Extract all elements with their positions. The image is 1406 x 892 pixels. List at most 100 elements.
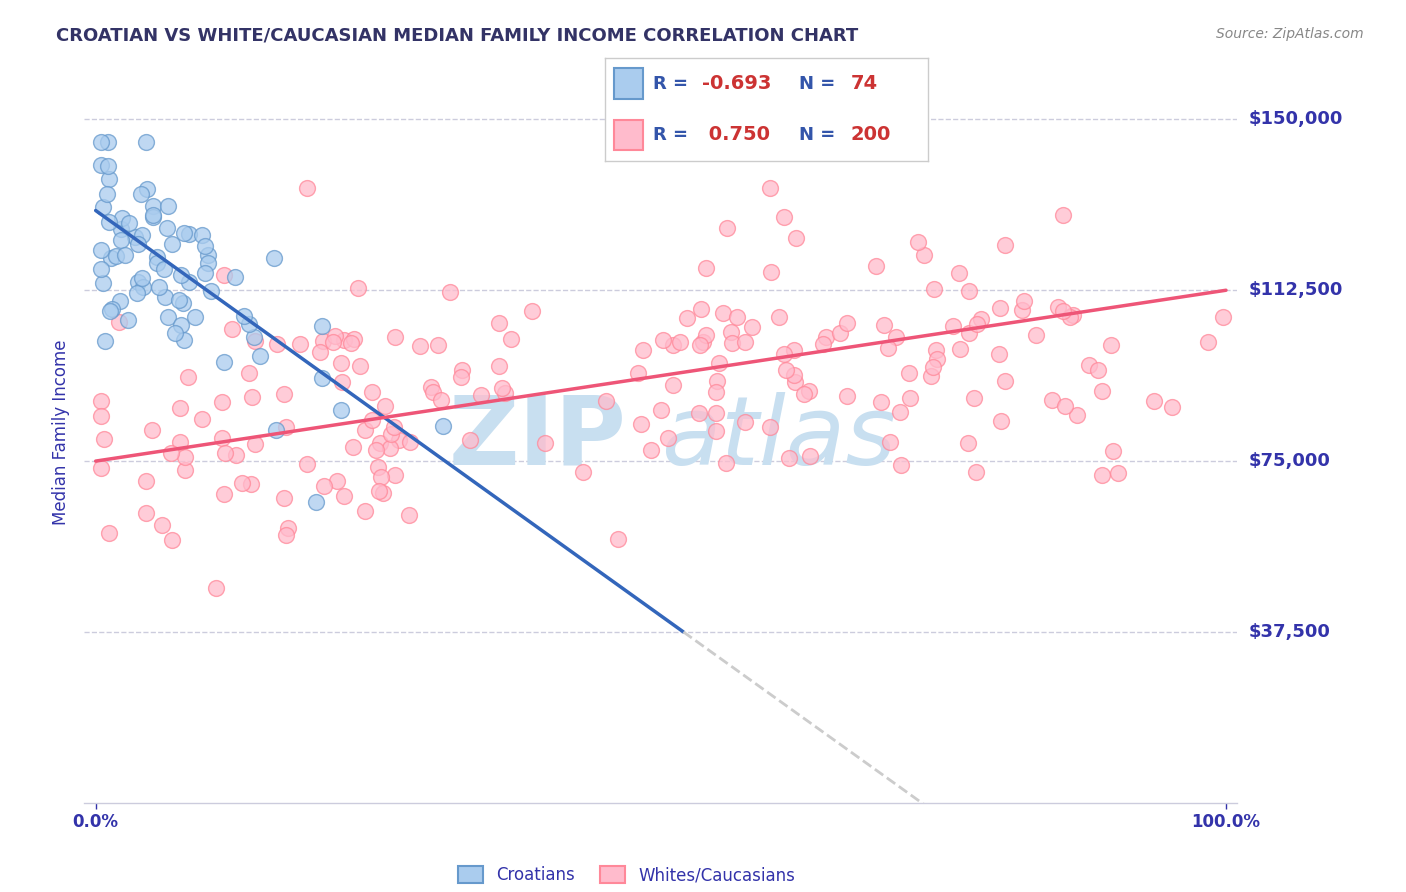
Point <box>970 311 993 326</box>
Point <box>97 159 120 173</box>
Point <box>783 368 806 383</box>
Point <box>90 409 112 423</box>
Point <box>172 296 194 310</box>
Point <box>311 318 333 333</box>
Point <box>734 415 756 429</box>
Point <box>734 335 756 350</box>
Point <box>368 484 391 499</box>
Point <box>263 251 285 265</box>
Point <box>711 306 734 320</box>
Point <box>957 284 980 298</box>
Point <box>157 199 180 213</box>
Point <box>162 237 184 252</box>
Point <box>173 227 195 241</box>
Point <box>758 180 780 194</box>
Point <box>499 332 522 346</box>
Point <box>689 338 711 352</box>
Point <box>211 431 233 445</box>
Point <box>330 356 353 370</box>
Point <box>657 431 679 445</box>
Point <box>135 506 157 520</box>
Point <box>1077 358 1099 372</box>
Point <box>108 315 131 329</box>
Point <box>948 266 970 280</box>
Text: CROATIAN VS WHITE/CAUCASIAN MEDIAN FAMILY INCOME CORRELATION CHART: CROATIAN VS WHITE/CAUCASIAN MEDIAN FAMIL… <box>56 27 859 45</box>
Point <box>354 504 377 518</box>
Point <box>243 437 266 451</box>
Point <box>783 343 806 358</box>
Point <box>131 271 153 285</box>
Point <box>169 268 191 282</box>
Point <box>295 457 318 471</box>
Point <box>778 451 800 466</box>
Point <box>156 220 179 235</box>
Point <box>98 525 121 540</box>
Point <box>191 227 214 242</box>
Point <box>1091 468 1114 483</box>
Point <box>90 460 112 475</box>
Point <box>169 401 191 415</box>
Point <box>422 385 444 400</box>
Point <box>361 413 384 427</box>
Point <box>332 333 354 347</box>
Point <box>155 290 177 304</box>
Point <box>382 419 405 434</box>
Point <box>650 402 672 417</box>
Text: atlas: atlas <box>661 392 896 485</box>
Point <box>890 458 912 472</box>
Point <box>815 330 838 344</box>
Point <box>922 281 945 295</box>
Point <box>758 419 780 434</box>
Point <box>965 465 987 479</box>
Point <box>90 262 112 277</box>
Point <box>91 276 114 290</box>
Point <box>662 338 685 352</box>
Bar <box>614 120 644 150</box>
Point <box>90 244 112 258</box>
Point <box>949 342 972 356</box>
Point <box>534 436 557 450</box>
Point <box>129 186 152 201</box>
Point <box>264 423 287 437</box>
Point <box>921 359 943 374</box>
Point <box>716 456 738 470</box>
Bar <box>614 69 644 99</box>
Point <box>1047 300 1070 314</box>
Point <box>1143 394 1166 409</box>
Point <box>127 285 149 300</box>
Point <box>1011 302 1033 317</box>
Point <box>785 230 807 244</box>
Point <box>799 449 821 463</box>
Text: N =: N = <box>799 126 841 144</box>
Point <box>225 448 247 462</box>
Point <box>420 380 443 394</box>
Point <box>966 318 988 332</box>
Text: $37,500: $37,500 <box>1249 623 1330 641</box>
Point <box>367 459 389 474</box>
Point <box>176 370 198 384</box>
Point <box>170 318 193 333</box>
Point <box>135 475 157 489</box>
Point <box>231 476 253 491</box>
Point <box>135 135 157 149</box>
Point <box>761 264 783 278</box>
Point <box>266 336 288 351</box>
Point <box>141 423 163 437</box>
Point <box>907 235 929 249</box>
Point <box>160 533 183 547</box>
Point <box>153 262 176 277</box>
Point <box>1025 327 1047 342</box>
Point <box>990 414 1012 428</box>
Point <box>688 406 710 420</box>
Point <box>409 339 432 353</box>
Point <box>768 310 790 325</box>
Point <box>925 343 948 357</box>
Point <box>470 388 492 402</box>
Point <box>242 390 264 404</box>
Legend: Croatians, Whites/Caucasians: Croatians, Whites/Caucasians <box>451 859 801 891</box>
Text: 200: 200 <box>851 126 891 145</box>
Point <box>342 441 364 455</box>
Point <box>595 394 617 409</box>
Point <box>330 402 353 417</box>
Point <box>897 366 920 380</box>
